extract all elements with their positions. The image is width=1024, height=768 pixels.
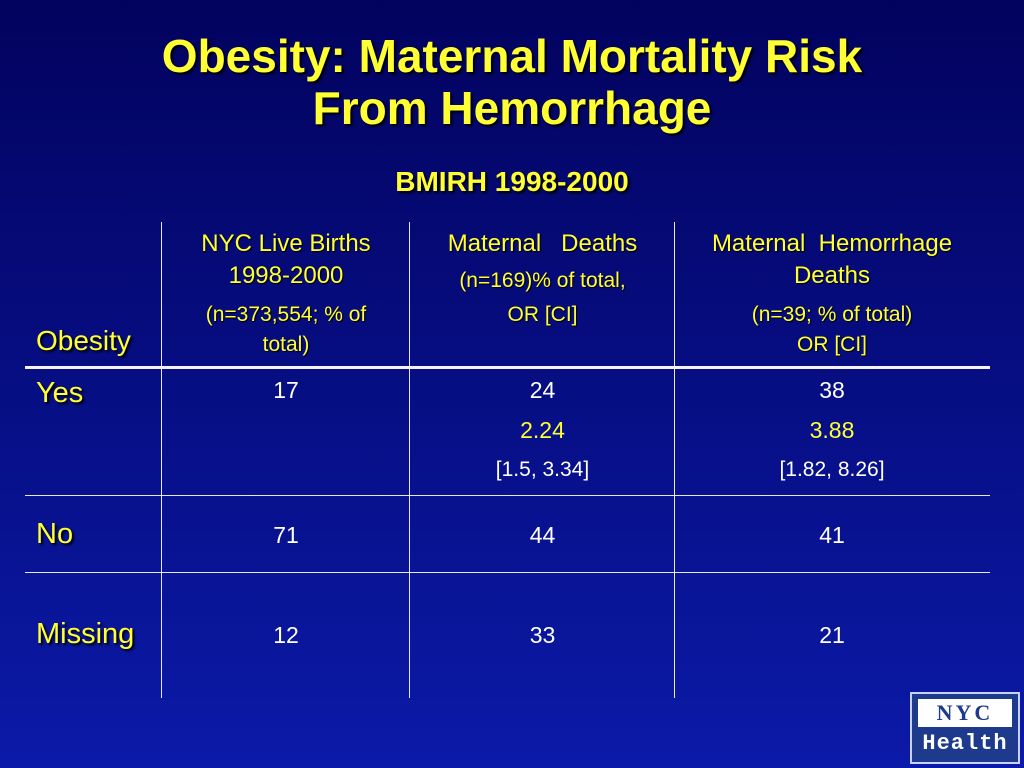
column-divider: [674, 222, 675, 698]
slide-subtitle: BMIRH 1998-2000: [395, 166, 629, 197]
table-cell: 38 3.88 [1.82, 8.26]: [676, 370, 988, 490]
column-divider: [161, 222, 162, 698]
cell-value: 17: [273, 377, 299, 403]
table-cell: 12: [163, 615, 409, 655]
confidence-interval: [1.5, 3.34]: [495, 458, 590, 481]
cell-value: 24: [529, 377, 556, 403]
title-line-1: Obesity: Maternal Mortality Risk: [161, 30, 863, 82]
odds-ratio: 3.88: [809, 417, 855, 443]
table-cell: 44: [411, 515, 674, 555]
row-label-missing: Missing: [36, 618, 135, 650]
confidence-interval: [1.82, 8.26]: [779, 458, 885, 481]
header-line: (n=169)% of total,: [459, 269, 626, 292]
header-row-label: Obesity: [36, 325, 131, 356]
column-header-maternal-deaths: Maternal Deaths (n=169)% of total, OR [C…: [411, 228, 674, 330]
row-divider: [25, 572, 990, 573]
header-line: NYC Live Births: [201, 230, 371, 257]
header-line: Maternal Deaths: [447, 230, 638, 257]
row-divider: [25, 495, 990, 496]
cell-value: 21: [819, 622, 845, 648]
header-line: OR [CI]: [796, 333, 867, 356]
cell-value: 38: [819, 377, 845, 403]
cell-value: 44: [529, 522, 556, 548]
header-line: Deaths: [793, 262, 871, 289]
cell-value: 71: [273, 522, 299, 548]
logo-text-bottom: Health: [918, 730, 1012, 758]
title-line-2: From Hemorrhage: [312, 82, 712, 134]
slide-title: Obesity: Maternal Mortality Risk From He…: [0, 30, 1024, 134]
table-cell: 71: [163, 515, 409, 555]
table-cell: 41: [676, 515, 988, 555]
table-cell: 24 2.24 [1.5, 3.34]: [411, 370, 674, 490]
header-line: Maternal Hemorrhage: [711, 230, 953, 257]
nyc-health-logo: NYC Health: [910, 692, 1020, 764]
header-line: (n=373,554; % of: [205, 303, 367, 326]
column-header-live-births: NYC Live Births 1998-2000 (n=373,554; % …: [163, 228, 409, 360]
row-label-yes: Yes: [36, 377, 84, 409]
table-cell: 21: [676, 615, 988, 655]
odds-ratio: 2.24: [520, 417, 565, 443]
header-divider: [25, 366, 990, 369]
header-line: 1998-2000: [228, 262, 344, 289]
cell-value: 12: [273, 622, 299, 648]
logo-text-top: NYC: [918, 699, 1012, 727]
cell-value: 33: [529, 622, 556, 648]
table-cell: 33: [411, 615, 674, 655]
header-line: (n=39; % of total): [751, 303, 913, 326]
header-line: OR [CI]: [507, 303, 578, 326]
header-line: total): [262, 333, 310, 356]
cell-value: 41: [819, 522, 845, 548]
row-label-no: No: [36, 518, 74, 550]
column-divider: [409, 222, 410, 698]
column-header-hemorrhage-deaths: Maternal Hemorrhage Deaths (n=39; % of t…: [676, 228, 988, 360]
table-cell: 17: [163, 370, 409, 410]
